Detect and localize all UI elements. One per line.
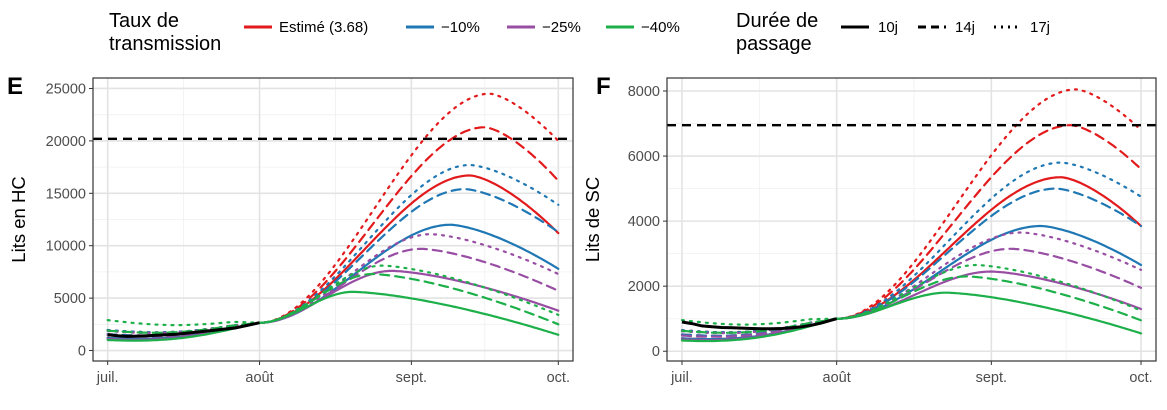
- legend-key-minus10: [406, 25, 434, 29]
- legend-label-17j: 17j: [1030, 19, 1051, 36]
- y-tick-label: 6000: [628, 149, 660, 165]
- x-tick-label: juil.: [670, 370, 693, 386]
- legend-key-minus40: [606, 25, 634, 29]
- legend-key-10j: [841, 25, 869, 29]
- y-tick-label: 4000: [628, 214, 660, 230]
- series-line: [680, 88, 1143, 334]
- series-line: [680, 291, 1143, 343]
- plot-area: [667, 88, 1156, 343]
- observed-line: [107, 321, 260, 338]
- observed-line: [681, 317, 838, 331]
- x-tick-label: sept.: [396, 370, 427, 386]
- panel-border: [92, 77, 574, 362]
- y-tick-label: 0: [652, 344, 660, 360]
- series-line: [106, 163, 560, 334]
- x-tick-label: juil.: [96, 370, 119, 386]
- legend-key-estime: [244, 25, 272, 29]
- x-tick-label: oct.: [1129, 370, 1152, 386]
- y-tick-label: 20000: [46, 134, 86, 150]
- legend-key-17j: [994, 25, 1022, 29]
- legend-label-14j: 14j: [955, 19, 976, 36]
- series-line: [680, 247, 1143, 338]
- series-line: [106, 290, 560, 342]
- panel-tag-f: F: [596, 73, 611, 100]
- legend-label-minus40: −40%: [641, 19, 680, 36]
- y-tick-label: 5000: [54, 291, 86, 307]
- legend-label-10j: 10j: [878, 19, 899, 36]
- y-axis-title: Lits en HC: [8, 176, 29, 262]
- chart-panel-e: 0 5000 10000 15000 20000 25000 juil. août sept. o…: [8, 77, 574, 386]
- series-line: [680, 161, 1143, 334]
- y-tick-label: 25000: [46, 81, 86, 97]
- series-line: [106, 264, 560, 327]
- series-line: [680, 275, 1143, 334]
- x-tick-label: sept.: [976, 370, 1007, 386]
- plot-area: [93, 92, 573, 342]
- legend-key-minus25: [507, 25, 535, 29]
- x-tick-label: août: [245, 370, 273, 386]
- y-axis-title: Lits de SC: [585, 177, 603, 262]
- series-line: [106, 126, 560, 337]
- series-line: [106, 174, 560, 340]
- legend-label-estime: Estimé (3.68): [279, 19, 369, 36]
- legend-label-minus10: −10%: [441, 19, 480, 36]
- panel-tag-e: E: [7, 73, 24, 100]
- y-tick-label: 8000: [628, 84, 660, 100]
- series-line: [680, 263, 1143, 326]
- x-tick-label: oct.: [547, 370, 570, 386]
- series-line: [106, 187, 560, 337]
- legend-key-14j: [918, 25, 946, 29]
- legend-label-minus25: −25%: [542, 19, 581, 36]
- y-tick-label: 0: [78, 344, 86, 360]
- y-tick-label: 15000: [46, 186, 86, 202]
- x-tick-label: août: [823, 370, 851, 386]
- legend-rate-title: Taux de transmission: [109, 10, 222, 55]
- y-tick-label: 10000: [46, 239, 86, 255]
- y-tick-label: 2000: [628, 279, 660, 295]
- legend: Taux de transmission Durée de passage Es…: [0, 0, 1167, 62]
- series-line: [106, 272, 560, 334]
- panel-border: [666, 77, 1157, 362]
- series-line: [106, 233, 560, 335]
- legend-duration-title: Durée de passage: [736, 10, 819, 55]
- series-line: [106, 92, 560, 334]
- chart-panel-f: 0 2000 4000 6000 8000 juil. août sept. oct. Lits …: [585, 77, 1157, 386]
